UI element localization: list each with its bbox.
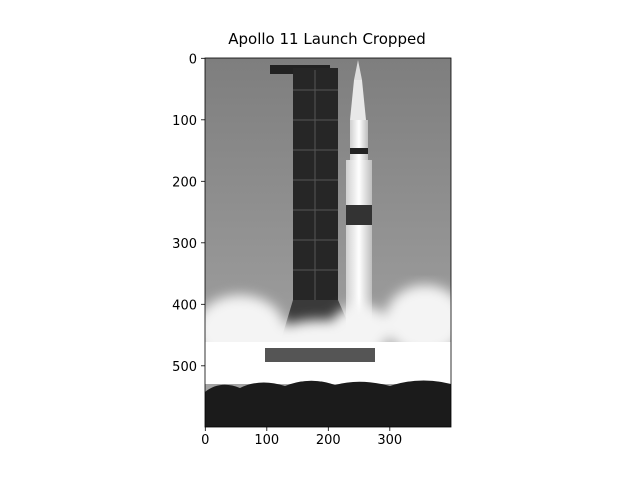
chart-title: Apollo 11 Launch Cropped <box>228 30 425 48</box>
x-tick-label: 200 <box>316 433 341 448</box>
image <box>205 58 451 427</box>
x-tick-label: 100 <box>254 433 279 448</box>
y-tick-label: 300 <box>172 237 197 252</box>
y-tick-label: 400 <box>172 298 197 313</box>
x-tick-label: 0 <box>201 433 209 448</box>
y-tick-label: 0 <box>189 52 197 67</box>
y-tick-label: 500 <box>172 360 197 375</box>
y-tick-label: 100 <box>172 114 197 129</box>
x-tick-label: 300 <box>377 433 402 448</box>
y-tick-label: 200 <box>172 175 197 190</box>
